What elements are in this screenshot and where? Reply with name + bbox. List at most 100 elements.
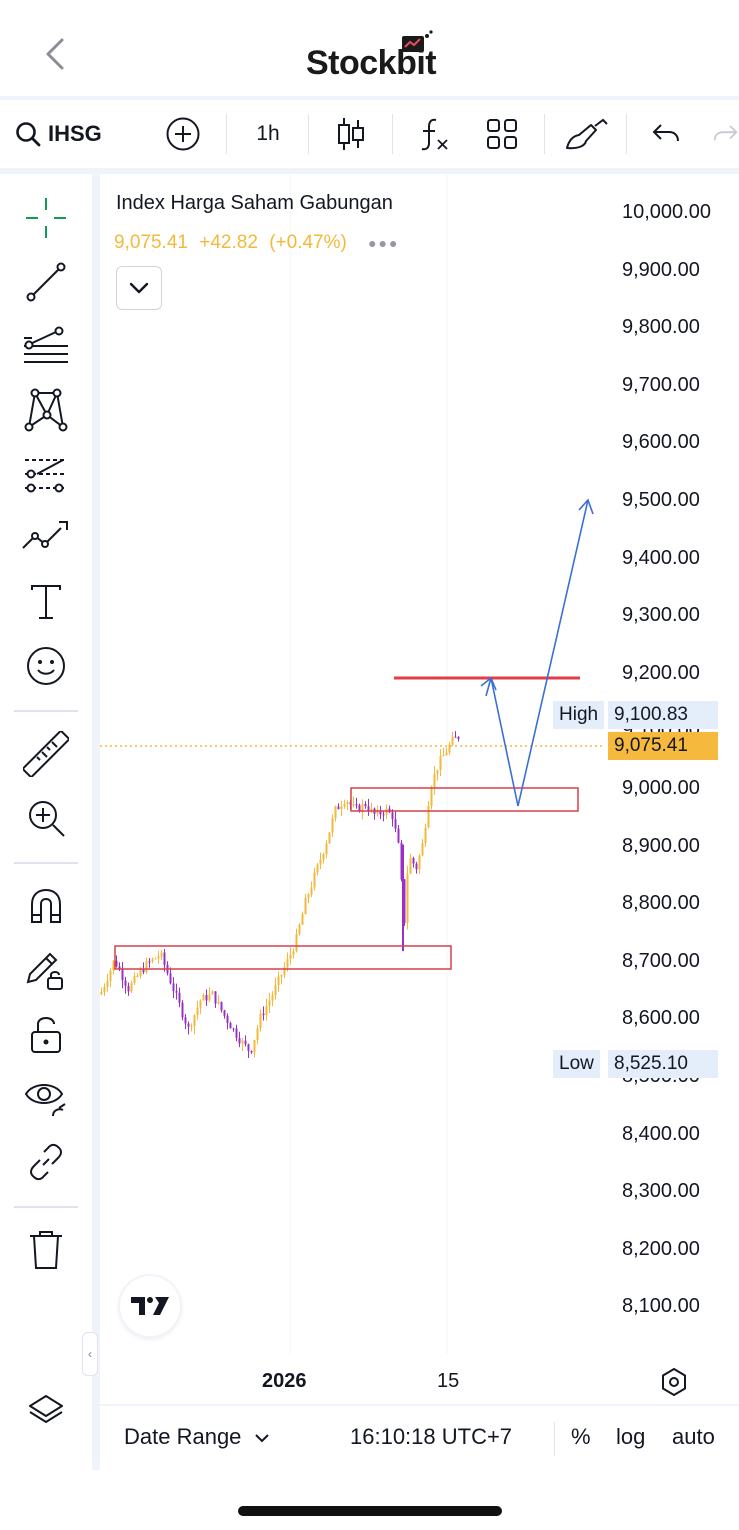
text-icon	[31, 585, 61, 619]
candle-body	[115, 960, 118, 967]
candle-body	[127, 985, 130, 992]
candle-body	[142, 969, 145, 973]
interval-button[interactable]: 1h	[240, 100, 296, 168]
high-value: 9,100.83	[608, 701, 718, 729]
log-scale-toggle[interactable]: log	[616, 1424, 646, 1449]
timezone-clock[interactable]: 16:10:18 UTC+7	[350, 1424, 513, 1449]
date-range-button[interactable]: Date Range	[124, 1424, 270, 1450]
candle-body	[103, 986, 106, 992]
stay-in-drawing-mode-tool[interactable]	[18, 942, 74, 998]
object-tree-tool[interactable]	[18, 1384, 74, 1440]
magnet-icon	[31, 888, 61, 923]
legend-collapse-button[interactable]	[116, 266, 162, 310]
candle-body	[100, 991, 103, 995]
candle-body	[184, 1017, 187, 1024]
fib-retracement-tool[interactable]	[18, 318, 74, 374]
eye-icon	[24, 1084, 66, 1117]
candle-body	[322, 854, 325, 860]
candle-body	[364, 803, 367, 807]
candle-body	[235, 1028, 238, 1038]
crosshair-tool[interactable]	[18, 190, 74, 246]
hide-drawings-tool[interactable]	[18, 1070, 74, 1126]
candle-body	[268, 1000, 271, 1006]
candle-body	[259, 1013, 262, 1029]
layout-grid-icon	[487, 119, 517, 149]
remove-drawings-tool[interactable]	[18, 1222, 74, 1278]
trend-line-tool[interactable]	[18, 254, 74, 310]
time-label-year: 2026	[262, 1370, 307, 1392]
search-icon	[16, 122, 41, 147]
indicators-button[interactable]	[408, 100, 458, 168]
candle-body	[424, 827, 427, 844]
layout-button[interactable]	[478, 100, 526, 168]
price-axis-label: 8,700.00	[622, 949, 700, 972]
drawing-brush-button[interactable]	[560, 100, 614, 168]
candle-body	[304, 897, 307, 915]
chart-settings-button[interactable]	[658, 1366, 690, 1398]
auto-scale-toggle[interactable]: auto	[672, 1424, 715, 1449]
candle-body	[220, 1001, 223, 1011]
add-symbol-icon	[166, 117, 200, 151]
candle-body	[157, 956, 160, 959]
position-tool[interactable]	[18, 446, 74, 502]
candle-body	[277, 976, 280, 986]
measure-tool[interactable]	[18, 726, 74, 782]
candle-body	[325, 843, 328, 855]
support-zone-upper[interactable]	[350, 787, 579, 812]
candle-body	[196, 1007, 199, 1016]
candle-body	[154, 958, 157, 960]
candle-body	[337, 806, 340, 810]
candle-body	[160, 952, 163, 957]
support-zone-lower[interactable]	[114, 945, 452, 970]
price-chart[interactable]	[100, 174, 739, 1404]
magnet-tool[interactable]	[18, 878, 74, 934]
chart-type-button[interactable]	[326, 100, 376, 168]
candle-body	[343, 804, 346, 807]
zoom-in-tool[interactable]	[18, 790, 74, 846]
pattern-tool[interactable]	[18, 382, 74, 438]
price-axis-label: 9,000.00	[622, 777, 700, 799]
text-tool[interactable]	[18, 574, 74, 630]
candle-body	[433, 773, 436, 788]
candle-body	[394, 819, 397, 829]
candle-body	[397, 828, 400, 843]
candle-body	[382, 814, 385, 816]
emoji-icon	[27, 647, 65, 685]
lock-all-drawings-tool[interactable]	[18, 1006, 74, 1062]
candle-body	[358, 805, 361, 812]
forecast-tool[interactable]	[18, 510, 74, 566]
candle-body	[295, 933, 298, 952]
app-header: Stockbit	[0, 0, 739, 96]
tradingview-logo[interactable]	[120, 1276, 180, 1336]
compare-symbol-button[interactable]	[160, 100, 206, 168]
candle-body	[319, 859, 322, 865]
candle-body	[112, 960, 115, 971]
candle-body	[124, 980, 127, 986]
chevron-down-icon	[254, 1434, 269, 1443]
candle-body	[136, 975, 139, 977]
tradingview-logo-icon	[131, 1297, 169, 1315]
candle-body	[130, 982, 133, 992]
redo-button[interactable]	[712, 100, 739, 168]
percent-scale-toggle[interactable]: %	[571, 1424, 591, 1449]
candle-body	[412, 857, 415, 864]
undo-button[interactable]	[646, 100, 686, 168]
chart-area[interactable]: Index Harga Saham Gabungan 9,075.41 +42.…	[100, 174, 739, 1404]
sync-drawings-tool[interactable]	[18, 1134, 74, 1190]
candle-body	[286, 958, 289, 968]
projection-arrow-head-2	[578, 498, 594, 515]
candle-body	[439, 756, 442, 770]
settings-hexagon-icon	[662, 1368, 686, 1396]
candle-body	[352, 804, 355, 806]
candle-body	[148, 961, 151, 963]
emoji-tool[interactable]	[18, 638, 74, 694]
price-axis-label: 8,600.00	[622, 1007, 700, 1030]
symbol-search-button[interactable]: IHSG	[14, 100, 124, 168]
collapse-toolbar-button[interactable]: ‹	[82, 1332, 98, 1376]
back-button[interactable]	[36, 34, 76, 74]
legend-title: Index Harga Saham Gabungan	[116, 192, 393, 214]
more-dots-icon[interactable]: ●●●	[368, 234, 400, 251]
projection-path[interactable]	[485, 499, 589, 807]
candle-body	[172, 983, 175, 992]
candle-body	[199, 1000, 202, 1008]
